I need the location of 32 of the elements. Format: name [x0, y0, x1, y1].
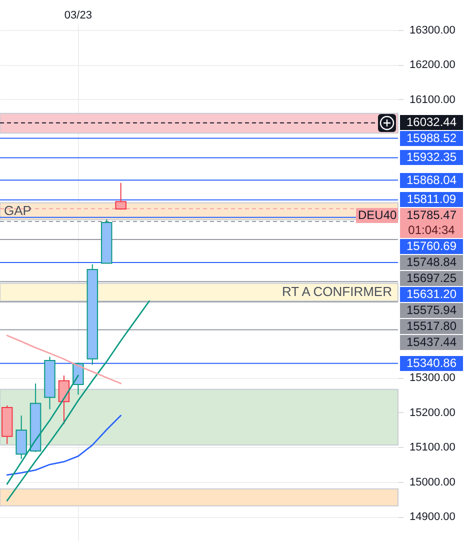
y-tick-label: 15100.00 [410, 442, 456, 454]
candlestick [16, 414, 27, 460]
candlestick [58, 375, 70, 425]
ref-line-label: 15437.44 [402, 335, 461, 350]
band-label: RT A CONFIRMER [282, 284, 392, 300]
line-series [6, 414, 122, 476]
y-tick-label: 15300.00 [410, 372, 456, 384]
y-tick-label: 15200.00 [410, 406, 456, 419]
ref-line-label: 15760.69 [402, 239, 461, 254]
band-label: GAP [4, 203, 32, 218]
y-tick-label: 16100.00 [410, 94, 456, 106]
ref-line-label: 15631.20 [402, 287, 461, 302]
line-series [6, 334, 122, 384]
ref-line-label: 15988.52 [402, 131, 461, 146]
ref-line-label: 15932.35 [402, 150, 461, 166]
annotation: DEU40 [356, 208, 398, 224]
ref-line-label: 15785.47 [405, 208, 458, 224]
ref-line-label: 15517.80 [402, 319, 461, 334]
ref-line-label: 15340.86 [402, 356, 461, 371]
ref-line-label: 15868.04 [402, 172, 461, 188]
ref-line-label: 15748.84 [402, 255, 461, 270]
y-tick-label: 15000.00 [410, 476, 456, 488]
ref-line-label: 15811.09 [402, 192, 461, 208]
ref-line-label: 15697.25 [402, 271, 461, 286]
text: 01:04:34 [407, 223, 456, 238]
y-tick-label: 16300.00 [410, 24, 456, 36]
y-tick-label: 14900.00 [410, 511, 456, 524]
x-tick-label: 03/23 [64, 10, 92, 22]
ref-line-label: 16032.44 [402, 115, 461, 130]
y-tick-label: 16200.00 [410, 59, 456, 72]
ref-line-label: 15575.94 [402, 303, 461, 318]
line-series [6, 300, 150, 502]
